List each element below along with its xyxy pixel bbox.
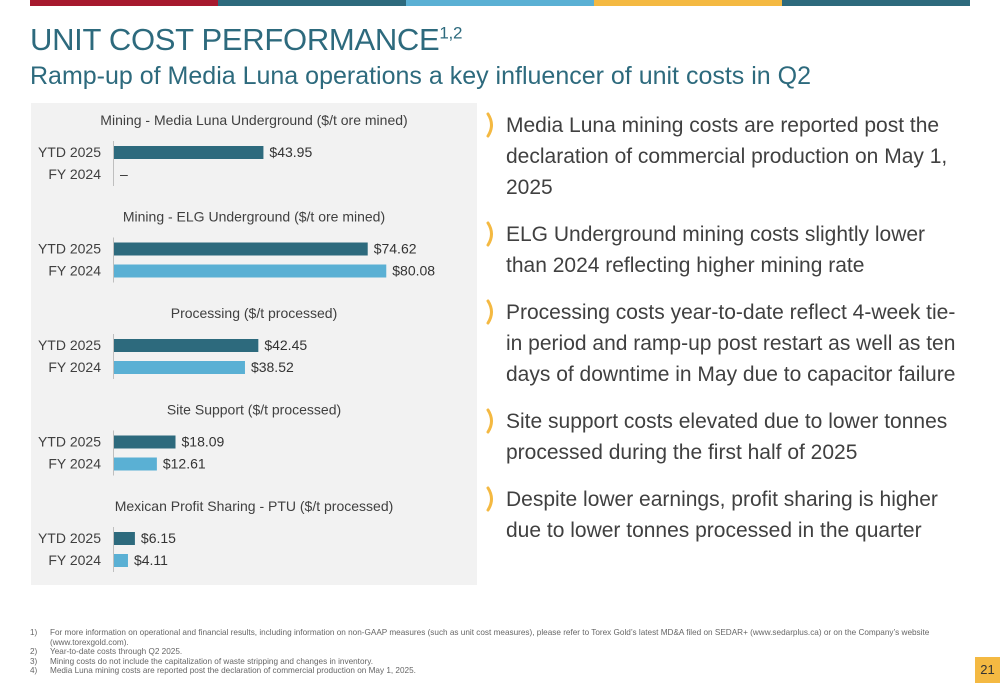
category-tick-label: YTD 2025: [38, 144, 101, 160]
category-tick-label: YTD 2025: [38, 530, 101, 546]
chevron-right-icon: [486, 299, 493, 325]
top-bar-segment: [218, 0, 406, 6]
category-tick-label: YTD 2025: [38, 434, 101, 450]
category-tick-label: FY 2024: [48, 552, 101, 568]
bullet-text: Despite lower earnings, profit sharing i…: [506, 488, 938, 542]
bullet-item: Media Luna mining costs are reported pos…: [486, 110, 966, 203]
footnote-number: 2): [30, 647, 38, 657]
data-label: $43.95: [269, 144, 312, 160]
chevron-right-icon: [486, 408, 493, 434]
data-label: $4.11: [134, 552, 168, 568]
footnote-text: For more information on operational and …: [50, 628, 930, 647]
footnote-text: Media Luna mining costs are reported pos…: [50, 666, 416, 676]
data-label: –: [120, 166, 128, 182]
footnote-number: 3): [30, 656, 38, 666]
unit-cost-chart-panel: Mining - Media Luna Underground ($/t ore…: [31, 103, 477, 585]
data-label: $38.52: [251, 359, 294, 375]
top-bar-segment: [406, 0, 594, 6]
top-bar-segment: [30, 0, 218, 6]
bullet-text: Media Luna mining costs are reported pos…: [506, 114, 948, 199]
data-label: $80.08: [392, 263, 435, 279]
footnotes: 1) For more information on operational an…: [30, 628, 930, 676]
chevron-right-icon: [486, 112, 493, 138]
category-tick-label: FY 2024: [48, 456, 101, 472]
footnote-item: 2) Year-to-date costs through Q2 2025.: [30, 647, 930, 657]
group-title: Processing ($/t processed): [171, 305, 338, 321]
page-title: UNIT COST PERFORMANCE1,2: [30, 22, 462, 58]
bar: [114, 457, 157, 471]
chevron-right-icon: [486, 486, 493, 512]
bar: [114, 532, 135, 545]
category-tick-label: YTD 2025: [38, 337, 101, 353]
commentary-bullets: Media Luna mining costs are reported pos…: [486, 110, 966, 562]
data-label: $6.15: [141, 530, 176, 546]
footnote-number: 1): [30, 628, 38, 637]
bar: [114, 242, 368, 256]
group-title: Mexican Profit Sharing - PTU ($/t proces…: [115, 498, 394, 514]
page-number: 21: [975, 657, 1000, 683]
bar: [114, 146, 264, 159]
page-subtitle: Ramp-up of Media Luna operations a key i…: [30, 62, 811, 90]
page-title-text: UNIT COST PERFORMANCE: [30, 22, 440, 57]
group-title: Site Support ($/t processed): [167, 402, 341, 418]
footnote-item: 3) Mining costs do not include the capita…: [30, 657, 930, 667]
top-bar-segment: [782, 0, 970, 6]
footnote-item: 4) Media Luna mining costs are reported p…: [30, 666, 930, 676]
category-tick-label: YTD 2025: [38, 241, 101, 257]
data-label: $74.62: [374, 241, 417, 257]
bullet-text: Site support costs elevated due to lower…: [506, 410, 948, 464]
bullet-item: Despite lower earnings, profit sharing i…: [486, 484, 966, 546]
category-tick-label: FY 2024: [48, 263, 101, 279]
unit-cost-chart: Mining - Media Luna Underground ($/t ore…: [38, 112, 435, 572]
data-label: $18.09: [182, 434, 225, 450]
footnote-text: Year-to-date costs through Q2 2025.: [50, 647, 183, 657]
chevron-right-icon: [486, 221, 493, 247]
footnote-number: 4): [30, 666, 38, 676]
bullet-item: Processing costs year-to-date reflect 4-…: [486, 297, 966, 390]
category-tick-label: FY 2024: [48, 166, 101, 182]
bar: [114, 361, 245, 374]
top-bar-segment: [594, 0, 782, 6]
bullet-item: ELG Underground mining costs slightly lo…: [486, 219, 966, 281]
bar: [114, 435, 176, 449]
bullet-text: ELG Underground mining costs slightly lo…: [506, 223, 926, 277]
footnote-item: 1) For more information on operational an…: [30, 628, 930, 647]
bar: [114, 264, 387, 278]
data-label: $42.45: [264, 337, 307, 353]
group-title: Mining - ELG Underground ($/t ore mined): [123, 209, 385, 225]
footnote-text: Mining costs do not include the capitali…: [50, 656, 373, 666]
bullet-item: Site support costs elevated due to lower…: [486, 406, 966, 468]
group-title: Mining - Media Luna Underground ($/t ore…: [100, 112, 407, 128]
data-label: $12.61: [163, 456, 206, 472]
title-footnote-ref: 1,2: [439, 23, 463, 43]
category-tick-label: FY 2024: [48, 359, 101, 375]
bar: [114, 554, 128, 567]
top-color-bar: [30, 0, 970, 6]
bullet-text: Processing costs year-to-date reflect 4-…: [506, 301, 956, 386]
bar: [114, 339, 259, 352]
